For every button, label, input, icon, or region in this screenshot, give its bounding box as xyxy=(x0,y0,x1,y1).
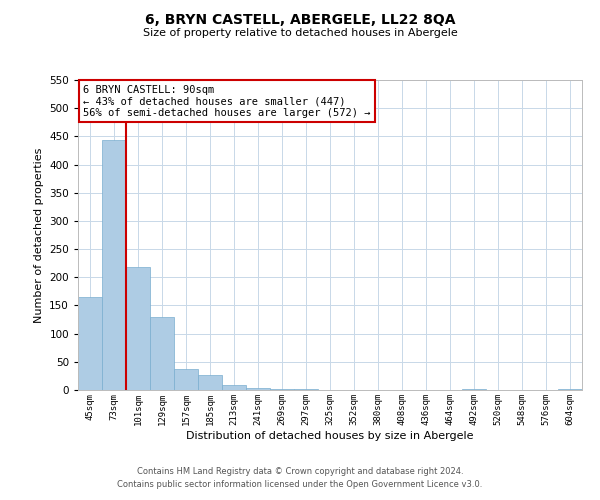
Text: Size of property relative to detached houses in Abergele: Size of property relative to detached ho… xyxy=(143,28,457,38)
Bar xyxy=(462,389,486,390)
Bar xyxy=(222,386,246,390)
Bar xyxy=(102,140,126,390)
Text: 6, BRYN CASTELL, ABERGELE, LL22 8QA: 6, BRYN CASTELL, ABERGELE, LL22 8QA xyxy=(145,12,455,26)
Bar xyxy=(558,389,582,390)
Bar xyxy=(126,266,150,390)
Bar xyxy=(78,297,102,390)
X-axis label: Distribution of detached houses by size in Abergele: Distribution of detached houses by size … xyxy=(186,430,474,440)
Bar xyxy=(198,376,222,390)
Bar xyxy=(174,369,198,390)
Text: 6 BRYN CASTELL: 90sqm
← 43% of detached houses are smaller (447)
56% of semi-det: 6 BRYN CASTELL: 90sqm ← 43% of detached … xyxy=(83,84,371,118)
Text: Contains HM Land Registry data © Crown copyright and database right 2024.: Contains HM Land Registry data © Crown c… xyxy=(137,467,463,476)
Y-axis label: Number of detached properties: Number of detached properties xyxy=(34,148,44,322)
Bar xyxy=(246,388,270,390)
Text: Contains public sector information licensed under the Open Government Licence v3: Contains public sector information licen… xyxy=(118,480,482,489)
Bar xyxy=(270,389,294,390)
Bar xyxy=(150,316,174,390)
